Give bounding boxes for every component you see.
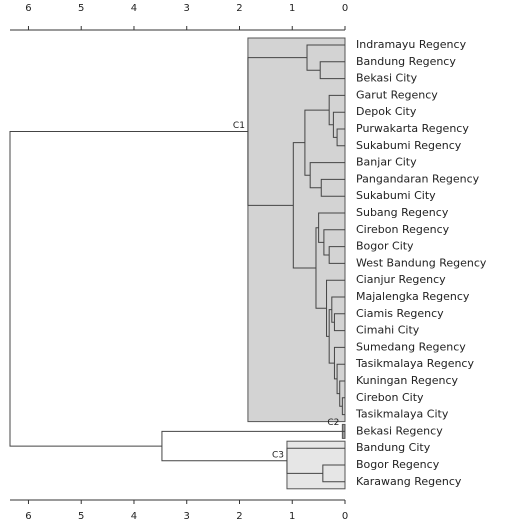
x-tick-label: 0: [342, 511, 348, 522]
leaf-label: Karawang Regency: [356, 475, 462, 488]
leaf-label: Bandung City: [356, 441, 431, 454]
x-tick-label: 6: [25, 511, 31, 522]
link: [333, 346, 345, 380]
x-tick-label: 1: [289, 511, 295, 522]
leaf-label: Kuningan Regency: [356, 374, 459, 387]
leaf-label: Tasikmalaya City: [355, 408, 449, 421]
x-tick-label: 3: [184, 3, 190, 14]
leaf-label: Garut Regency: [356, 88, 438, 101]
leaf-label: Sukabumi City: [356, 189, 436, 202]
leaf-label: Cimahi City: [356, 324, 420, 337]
link: [306, 44, 345, 71]
x-tick-label: 5: [78, 3, 84, 14]
leaf-label: Bekasi City: [356, 72, 418, 85]
leaf-label: Banjar City: [356, 156, 417, 169]
x-tick-label: 6: [25, 3, 31, 14]
leaf-label: Depok City: [356, 105, 417, 118]
leaf-label: Cirebon Regency: [356, 223, 450, 236]
leaf-label: Bandung Regency: [356, 55, 456, 68]
leaf-label: Sumedang Regency: [356, 340, 466, 353]
link: [9, 130, 248, 447]
leaf-label: Tasikmalaya Regency: [355, 357, 474, 370]
link: [332, 111, 345, 138]
leaf-label: Bogor Regency: [356, 458, 440, 471]
x-tick-label: 4: [131, 511, 137, 522]
link: [286, 447, 345, 474]
leaf-label: Pangandaran Regency: [356, 172, 480, 185]
leaf-label: Purwakarta Regency: [356, 122, 469, 135]
link: [323, 229, 345, 256]
x-tick-label: 3: [184, 511, 190, 522]
cluster-label: C2: [327, 418, 339, 428]
link: [333, 313, 345, 332]
leaf-label: Subang Regency: [356, 206, 449, 219]
link: [304, 109, 330, 176]
link: [336, 128, 345, 147]
cluster-label: C1: [233, 121, 245, 131]
link: [336, 363, 345, 395]
x-tick-label: 5: [78, 511, 84, 522]
cluster-label: C3: [272, 450, 284, 460]
x-tick-label: 2: [236, 3, 242, 14]
x-tick-label: 4: [131, 3, 137, 14]
leaf-label: Majalengka Regency: [356, 290, 470, 303]
leaf-label: Bogor City: [356, 240, 414, 253]
leaf-label: Cirebon City: [356, 391, 424, 404]
leaf-label: Ciamis Regency: [356, 307, 444, 320]
leaf-label: Bekasi Regency: [356, 424, 443, 437]
leaf-label: Sukabumi Regency: [356, 139, 462, 152]
leaf-label: Indramayu Regency: [356, 38, 467, 51]
link: [319, 61, 345, 80]
x-tick-label: 1: [289, 3, 295, 14]
x-tick-label: 2: [236, 511, 242, 522]
link: [320, 178, 345, 197]
x-tick-label: 0: [342, 3, 348, 14]
leaf-label: Cianjur Regency: [356, 273, 446, 286]
link: [322, 464, 345, 483]
leaf-label: West Bandung Regency: [356, 256, 487, 269]
